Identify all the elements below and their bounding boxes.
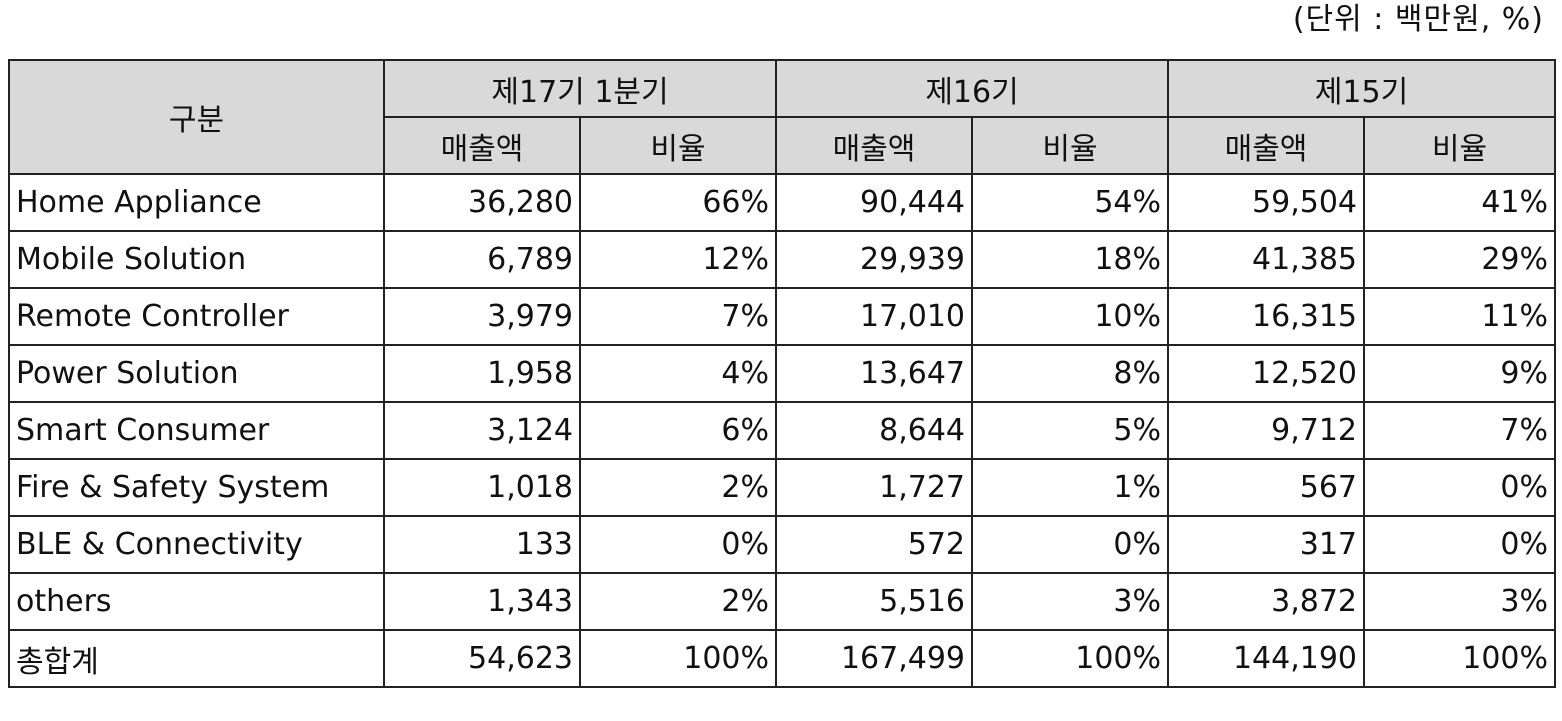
header-sales: 매출액 xyxy=(1167,116,1366,175)
table-row: BLE & Connectivity 133 0% 572 0% 317 0% xyxy=(8,515,1557,574)
sales-cell: 90,444 xyxy=(775,173,974,232)
table-row: Smart Consumer 3,124 6% 8,644 5% 9,712 7% xyxy=(8,401,1557,460)
ratio-cell: 6% xyxy=(578,401,778,460)
table-row: Remote Controller 3,979 7% 17,010 10% 16,315 1… xyxy=(8,287,1557,346)
ratio-cell: 0% xyxy=(1363,515,1557,574)
row-label: Power Solution xyxy=(8,344,385,403)
ratio-cell: 66% xyxy=(578,173,778,232)
row-label: 총합계 xyxy=(8,629,385,688)
ratio-cell: 41% xyxy=(1363,173,1557,232)
ratio-cell: 29% xyxy=(1363,230,1557,289)
table-body: Home Appliance 36,280 66% 90,444 54% 59,504 41… xyxy=(8,173,1557,688)
sales-cell: 41,385 xyxy=(1167,230,1366,289)
ratio-cell: 7% xyxy=(1363,401,1557,460)
ratio-cell: 0% xyxy=(971,515,1170,574)
ratio-cell: 18% xyxy=(971,230,1170,289)
sales-cell: 5,516 xyxy=(775,572,974,631)
sales-cell: 3,124 xyxy=(383,401,581,460)
sales-cell: 6,789 xyxy=(383,230,581,289)
sales-cell: 3,979 xyxy=(383,287,581,346)
ratio-cell: 8% xyxy=(971,344,1170,403)
sales-cell: 1,018 xyxy=(383,458,581,517)
header-row-periods: 구분 제17기 1분기 제16기 제15기 xyxy=(8,59,1557,175)
header-row-metrics: 매출액 비율 매출액 비율 매출액 비율 xyxy=(9,116,1557,175)
sales-table: 구분 제17기 1분기 제16기 제15기 매출액 비율 매출액 비율 매출액 … xyxy=(8,59,1557,688)
row-label: Smart Consumer xyxy=(8,401,385,460)
sales-cell: 167,499 xyxy=(775,629,974,688)
table-row: Mobile Solution 6,789 12% 29,939 18% 41,385 29… xyxy=(8,230,1557,289)
row-label: Remote Controller xyxy=(8,287,385,346)
ratio-cell: 3% xyxy=(1363,572,1557,631)
sales-cell: 1,958 xyxy=(383,344,581,403)
sales-cell: 54,623 xyxy=(383,629,581,688)
ratio-cell: 12% xyxy=(578,230,778,289)
ratio-cell: 0% xyxy=(578,515,778,574)
sales-cell: 8,644 xyxy=(775,401,974,460)
row-label: others xyxy=(8,572,385,631)
table-row: Home Appliance 36,280 66% 90,444 54% 59,504 41… xyxy=(8,173,1557,232)
ratio-cell: 100% xyxy=(578,629,778,688)
header-sales: 매출액 xyxy=(383,116,581,175)
row-label: BLE & Connectivity xyxy=(8,515,385,574)
ratio-cell: 1% xyxy=(971,458,1170,517)
ratio-cell: 54% xyxy=(971,173,1170,232)
sales-cell: 59,504 xyxy=(1167,173,1366,232)
ratio-cell: 2% xyxy=(578,458,778,517)
ratio-cell: 100% xyxy=(1363,629,1557,688)
header-ratio: 비율 xyxy=(578,116,778,175)
table-row: 총합계 54,623 100% 167,499 100% 144,190 100% xyxy=(8,629,1557,688)
ratio-cell: 11% xyxy=(1363,287,1557,346)
sales-cell: 144,190 xyxy=(1167,629,1366,688)
header-period-15: 제15기 xyxy=(1167,59,1557,118)
ratio-cell: 10% xyxy=(971,287,1170,346)
ratio-cell: 3% xyxy=(971,572,1170,631)
ratio-cell: 2% xyxy=(578,572,778,631)
header-period-q1-17: 제17기 1분기 xyxy=(382,59,778,118)
sales-cell: 317 xyxy=(1167,515,1366,574)
sales-cell: 9,712 xyxy=(1167,401,1366,460)
header-ratio: 비율 xyxy=(1363,116,1557,175)
sales-cell: 13,647 xyxy=(775,344,974,403)
ratio-cell: 5% xyxy=(971,401,1170,460)
ratio-cell: 4% xyxy=(578,344,778,403)
table-row: others 1,343 2% 5,516 3% 3,872 3% xyxy=(8,572,1557,631)
sales-cell: 1,727 xyxy=(775,458,974,517)
header-sales: 매출액 xyxy=(775,116,974,175)
row-label: Home Appliance xyxy=(8,173,385,232)
sales-cell: 12,520 xyxy=(1167,344,1366,403)
ratio-cell: 0% xyxy=(1363,458,1557,517)
table-row: Fire & Safety System 1,018 2% 1,727 1% 567 0% xyxy=(8,458,1557,517)
header-ratio: 비율 xyxy=(971,116,1170,175)
ratio-cell: 100% xyxy=(971,629,1170,688)
sales-cell: 17,010 xyxy=(775,287,974,346)
sales-cell: 29,939 xyxy=(775,230,974,289)
sales-cell: 16,315 xyxy=(1167,287,1366,346)
table-row: Power Solution 1,958 4% 13,647 8% 12,520 9% xyxy=(8,344,1557,403)
row-label: Fire & Safety System xyxy=(8,458,385,517)
sales-cell: 567 xyxy=(1167,458,1366,517)
sales-cell: 3,872 xyxy=(1167,572,1366,631)
header-period-16: 제16기 xyxy=(775,59,1170,118)
unit-note: (단위 : 백만원, %) xyxy=(1292,2,1544,37)
header-category: 구분 xyxy=(8,59,385,175)
ratio-cell: 9% xyxy=(1363,344,1557,403)
sales-cell: 133 xyxy=(383,515,581,574)
ratio-cell: 7% xyxy=(578,287,778,346)
row-label: Mobile Solution xyxy=(8,230,385,289)
sales-cell: 1,343 xyxy=(383,572,581,631)
sales-cell: 572 xyxy=(775,515,974,574)
sales-cell: 36,280 xyxy=(383,173,581,232)
